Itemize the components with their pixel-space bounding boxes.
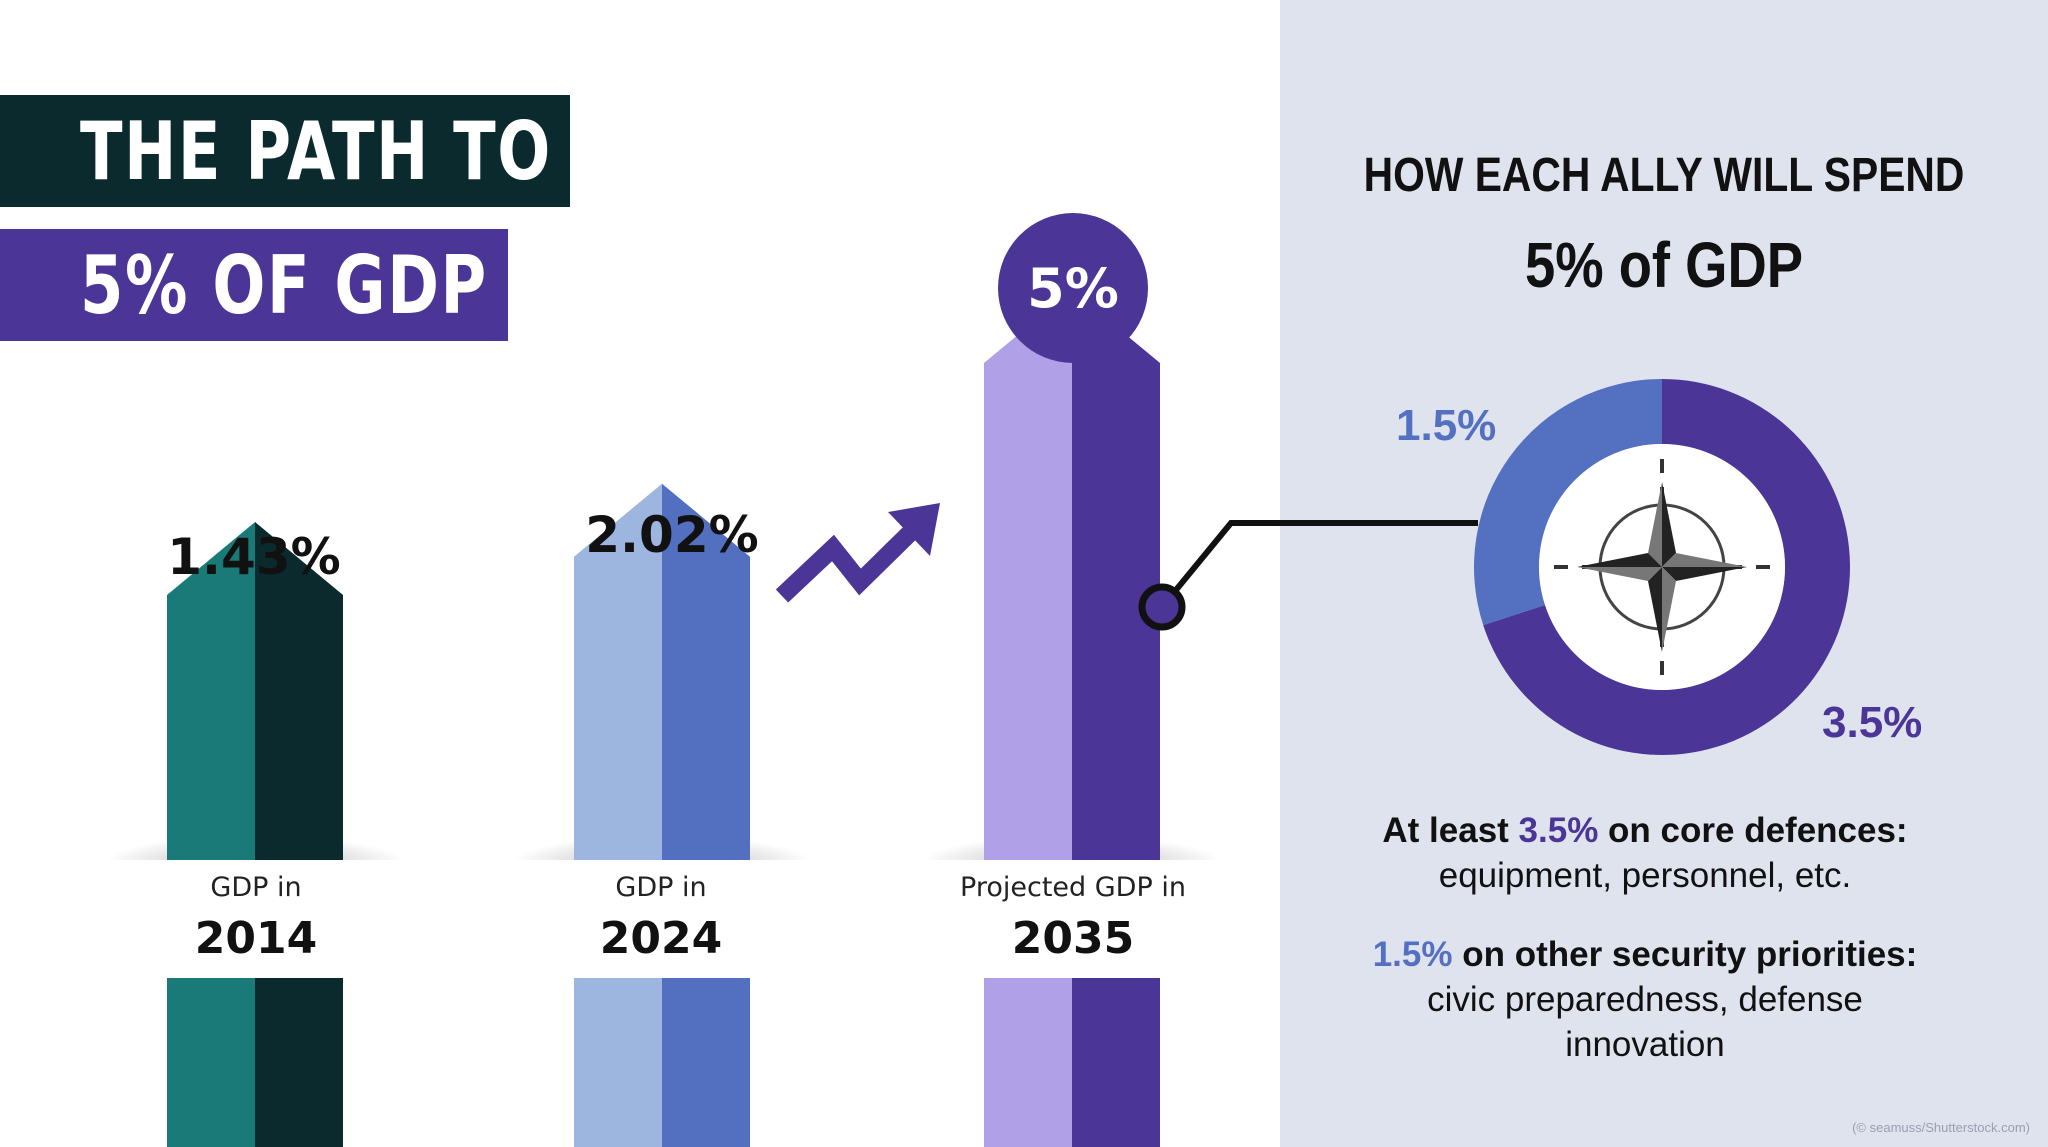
bar-2024: [512, 483, 812, 1147]
description-core-value: 3.5%: [1518, 811, 1599, 850]
bar-2035: [922, 290, 1222, 1147]
bar-caption-prefix-2024: GDP in: [615, 872, 707, 903]
bar-value-label-2024: 2.02%: [585, 506, 759, 564]
donut-subtitle: 5% of GDP: [1524, 229, 1804, 301]
trend-arrow-icon: [775, 521, 922, 603]
image-credit: (© seamuss/Shutterstock.com): [1852, 1120, 2030, 1135]
description-core-detail: equipment, personnel, etc.: [1438, 856, 1852, 895]
donut-title: HOW EACH ALLY WILL SPEND: [1363, 149, 1965, 202]
connector-node: [1138, 583, 1186, 631]
bar-face-right: [1072, 290, 1160, 1147]
description-core-suffix: on core defences:: [1598, 811, 1908, 850]
target-badge-label: 5%: [1027, 256, 1119, 320]
bar-category-label-2024: 2024: [599, 913, 723, 964]
bar-face-left: [167, 522, 255, 1147]
donut-slice-other: [1474, 379, 1662, 626]
donut-label-other: 1.5%: [1396, 401, 1497, 450]
donut-label-core: 3.5%: [1822, 698, 1923, 747]
description-other-suffix: on other security priorities:: [1452, 935, 1918, 974]
bar-value-label-2014: 1.43%: [167, 528, 341, 586]
bar-face-left: [984, 290, 1072, 1147]
trend-arrow-head-icon: [888, 503, 940, 556]
nato-compass-star-icon: [1539, 444, 1785, 690]
bar-face-left: [574, 483, 662, 1147]
bars-layer: [105, 290, 1222, 1147]
donut-chart: [1474, 379, 1850, 755]
description-other-value: 1.5%: [1372, 935, 1453, 974]
title-text-line-2: 5% OF GDP: [80, 238, 488, 332]
connector-line: [1159, 520, 1478, 609]
bar-face-right: [255, 522, 343, 1147]
bar-caption-band: [922, 860, 1222, 978]
bar-face-right: [662, 483, 750, 1147]
target-badge: [998, 213, 1148, 363]
title-banner-line-1: THE PATH TO: [0, 95, 570, 207]
bar-caption-band: [512, 860, 812, 978]
description-other: 1.5% on other security priorities: civic…: [1300, 932, 1990, 1067]
description-core-prefix: At least: [1382, 811, 1519, 850]
bar-category-label-2035: 2035: [1011, 913, 1135, 964]
bar-caption-prefix-2035: Projected GDP in: [960, 872, 1186, 903]
bar-2014: [105, 522, 405, 1147]
donut-slice-core: [1483, 379, 1850, 755]
bar-category-label-2014: 2014: [194, 913, 318, 964]
bar-caption-band: [105, 860, 405, 978]
title-banner-line-2: 5% OF GDP: [0, 229, 508, 341]
bar-caption-prefix-2014: GDP in: [210, 872, 302, 903]
description-other-detail: civic preparedness, defense innovation: [1427, 980, 1863, 1064]
description-core: At least 3.5% on core defences: equipmen…: [1300, 808, 1990, 898]
title-text-line-1: THE PATH TO: [80, 104, 552, 198]
